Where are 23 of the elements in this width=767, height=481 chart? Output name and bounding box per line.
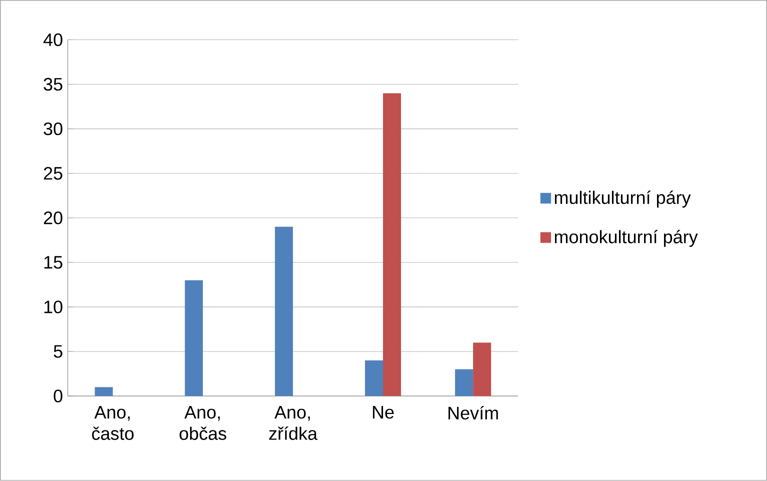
y-tick-label: 20 — [44, 212, 62, 224]
bar — [455, 369, 474, 396]
x-tick-label: Ano, občas — [180, 406, 226, 440]
y-tick-label: 0 — [54, 390, 62, 402]
bar — [364, 360, 383, 396]
bar — [274, 226, 293, 396]
bar — [383, 93, 402, 396]
y-tick-label: 35 — [44, 78, 62, 91]
y-tick-label: 5 — [54, 345, 62, 358]
y-tick-label: 10 — [44, 300, 62, 314]
y-tick-label: 15 — [44, 256, 62, 269]
legend-label: monokulturní páry — [554, 230, 698, 247]
bar — [473, 342, 492, 396]
x-tick-label: Nevím — [448, 406, 498, 420]
y-tick-label: 25 — [44, 167, 62, 180]
bar — [184, 280, 203, 396]
x-tick-label: Ano, často — [92, 406, 134, 440]
bar — [94, 387, 113, 396]
x-tick-label: Ne — [372, 406, 394, 419]
legend-label: multikulturní páry — [554, 190, 691, 208]
x-tick-label: Ano, zřídka — [269, 406, 318, 440]
y-tick-label: 40 — [43, 33, 62, 46]
y-tick-label: 30 — [44, 122, 62, 136]
